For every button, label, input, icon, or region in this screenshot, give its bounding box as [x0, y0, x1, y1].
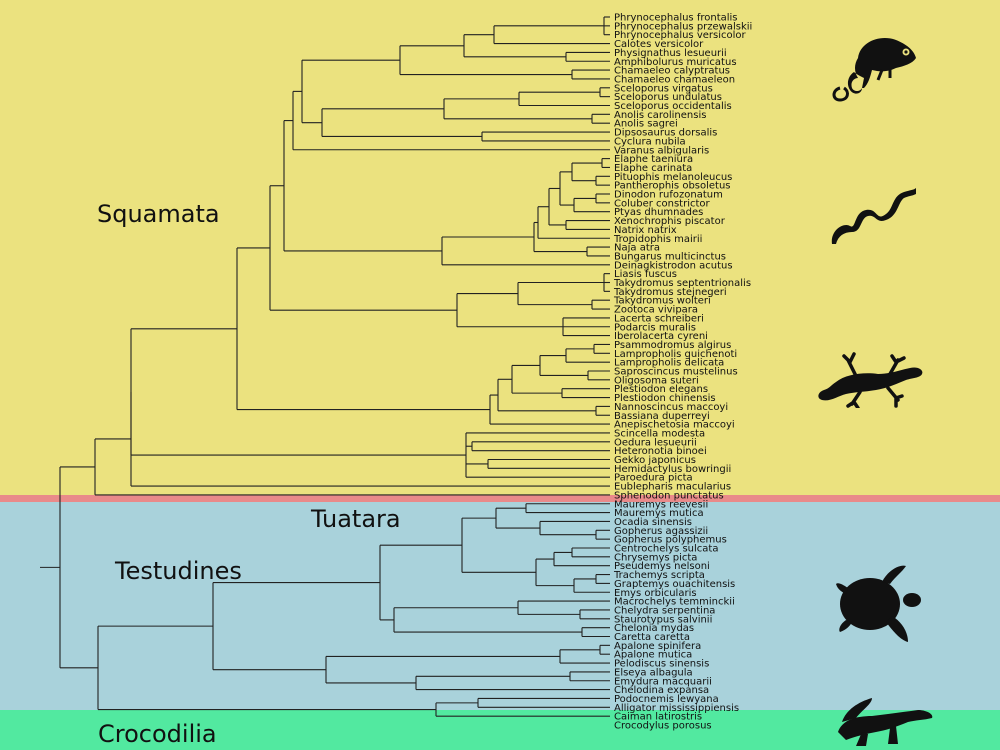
species-label: Iberolacerta cyreni: [614, 331, 708, 342]
species-label: Chelydra serpentina: [614, 605, 715, 616]
squamata-band: [0, 0, 1000, 497]
species-label: Oligosoma suteri: [614, 375, 699, 386]
species-label: Dinodon rufozonatum: [614, 190, 723, 201]
species-label: Chamaeleo chamaeleon: [614, 74, 735, 85]
species-label: Tropidophis mairii: [613, 234, 702, 245]
species-label: Anolis carolinensis: [614, 110, 706, 121]
clade-label-testudines: Testudines: [115, 557, 242, 585]
species-label: Deinagkistrodon acutus: [614, 260, 733, 271]
species-label: Coluber constrictor: [614, 198, 711, 209]
species-label: Pseudemys nelsoni: [614, 561, 710, 572]
species-label: Chamaeleo calyptratus: [614, 66, 730, 77]
chameleon-icon: [832, 38, 916, 102]
gecko-icon: [818, 352, 923, 408]
species-label: Phrynocephalus versicolor: [614, 30, 747, 41]
species-label: Takydromus septentrionalis: [613, 278, 751, 289]
species-label: Ptyas dhumnades: [614, 207, 703, 218]
species-label: Elseya albagula: [614, 667, 693, 678]
species-label: Centrochelys sulcata: [614, 544, 718, 555]
species-label: Mauremys mutica: [614, 508, 704, 519]
species-label: Emydura macquarii: [614, 676, 712, 687]
species-label: Apalone spinifera: [614, 641, 701, 652]
species-label: Apalone mutica: [614, 650, 692, 661]
species-label: Natrix natrix: [614, 225, 677, 236]
species-label: Heteronotia binoei: [614, 446, 707, 457]
species-label: Chelonia mydas: [614, 623, 694, 634]
species-label: Bassiana duperreyi: [614, 411, 710, 422]
species-label: Anolis sagrei: [614, 119, 678, 130]
species-label: Alligator mississippiensis: [614, 703, 739, 714]
testudines-band: [0, 502, 1000, 710]
species-label: Mauremys reevesii: [614, 499, 708, 510]
species-label: Nannoscincus maccoyi: [614, 402, 728, 413]
species-label: Podocnemis lewyana: [614, 694, 719, 705]
species-label: Xenochrophis piscator: [614, 216, 726, 227]
clade-label-crocodilia: Crocodilia: [98, 720, 217, 748]
snake-icon: [831, 188, 916, 244]
species-label: Pantherophis obsoletus: [614, 181, 731, 192]
species-label: Crocodylus porosus: [614, 721, 712, 732]
species-label: Phrynocephalus przewalskii: [614, 21, 752, 32]
species-label: Oedura lesueurii: [614, 437, 697, 448]
species-label: Dipsosaurus dorsalis: [614, 128, 717, 139]
species-label: Macrochelys temminckii: [614, 597, 735, 608]
species-label: Chelodina expansa: [614, 685, 709, 696]
species-label: Pelodiscus sinensis: [614, 659, 709, 670]
species-label: Gopherus agassizii: [614, 526, 708, 537]
species-label: Amphibolurus muricatus: [614, 57, 737, 68]
species-label: Bungarus multicinctus: [614, 251, 726, 262]
species-label: Plestiodon elegans: [614, 384, 708, 395]
species-label: Plestiodon chinensis: [614, 393, 716, 404]
species-label: Emys orbicularis: [614, 588, 697, 599]
crocodile-icon: [838, 698, 933, 746]
species-label: Gopherus polyphemus: [614, 535, 727, 546]
species-label: Calotes versicolor: [614, 39, 704, 50]
clade-label-squamata: Squamata: [97, 200, 220, 228]
species-label: Varanus albigularis: [614, 145, 709, 156]
species-label: Lampropholis guichenoti: [614, 349, 737, 360]
species-label: Caretta caretta: [614, 632, 690, 643]
tuatara-band: [0, 495, 1000, 502]
species-label: Eublepharis macularius: [614, 482, 731, 493]
species-label: Scincella modesta: [614, 428, 705, 439]
species-label: Staurotypus salvinii: [614, 614, 712, 625]
turtle-icon: [836, 565, 921, 642]
species-label: Phrynocephalus frontalis: [614, 13, 738, 24]
species-label: Graptemys ouachitensis: [614, 579, 735, 590]
species-label: Zootoca vivipara: [614, 305, 698, 316]
species-label: Chrysemys picta: [614, 552, 697, 563]
species-label: Ocadia sinensis: [614, 517, 692, 528]
species-label: Psammodromus algirus: [614, 340, 731, 351]
species-label: Sceloporus virgatus: [614, 83, 713, 94]
species-label: Liasis fuscus: [614, 269, 677, 280]
species-label: Takydromus stejnegeri: [613, 287, 727, 298]
species-label: Saproscincus mustelinus: [614, 367, 738, 378]
species-label: Sceloporus undulatus: [614, 92, 722, 103]
species-label: Physignathus lesueurii: [614, 48, 727, 59]
species-label: Trachemys scripta: [613, 570, 705, 581]
species-label: Lampropholis delicata: [614, 358, 724, 369]
species-label: Naja atra: [614, 243, 660, 254]
species-label: Anepischetosia maccoyi: [614, 420, 735, 431]
species-label: Gekko japonicus: [614, 455, 696, 466]
species-label: Paroedura picta: [614, 473, 693, 484]
clade-label-tuatara: Tuatara: [311, 505, 401, 533]
species-label: Elaphe carinata: [614, 163, 692, 174]
species-label: Caiman latirostris: [614, 712, 702, 723]
species-label: Elaphe taeniura: [614, 154, 693, 165]
species-label: Pituophis melanoleucus: [614, 172, 732, 183]
species-label: Lacerta schreiberi: [614, 313, 704, 324]
species-label: Podarcis muralis: [614, 322, 696, 333]
species-label: Takydromus wolteri: [613, 296, 711, 307]
species-label: Sceloporus occidentalis: [614, 101, 732, 112]
species-label: Cyclura nubila: [614, 136, 686, 147]
species-label: Sphenodon punctatus: [614, 490, 724, 501]
species-label: Hemidactylus bowringii: [614, 464, 731, 475]
